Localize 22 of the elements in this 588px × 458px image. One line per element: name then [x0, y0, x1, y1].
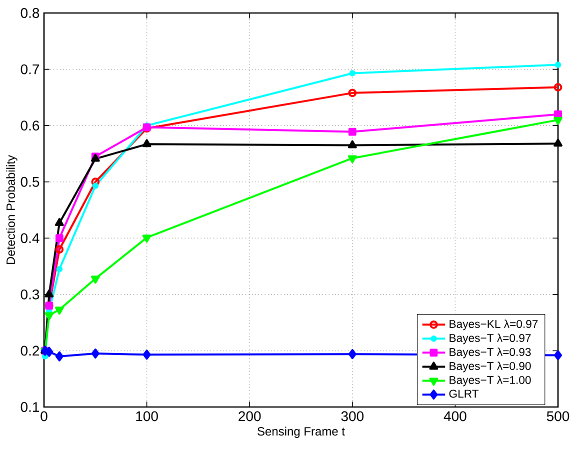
legend-label: GLRT [449, 390, 479, 398]
y-tick-label: 0.4 [20, 233, 40, 244]
x-tick-label: 500 [546, 411, 570, 422]
y-tick-label: 0.6 [20, 120, 40, 131]
legend-label: Bayes−T λ=0.93 [450, 348, 531, 358]
y-axis-title: Detection Probability [6, 155, 18, 264]
x-tick-label: 0 [40, 411, 48, 422]
y-tick-label: 0.5 [20, 176, 40, 187]
x-tick-label: 200 [238, 411, 261, 422]
y-tick-label: 0.3 [20, 289, 40, 300]
y-tick-label: 0.2 [20, 346, 40, 356]
legend-label: Bayes−T λ=0.90 [450, 362, 531, 372]
x-tick-label: 300 [341, 411, 364, 422]
x-tick-label: 100 [136, 411, 158, 422]
y-tick-label: 0.8 [20, 8, 40, 18]
legend-label: Bayes−T λ=1.00 [450, 376, 531, 386]
x-tick-label: 400 [444, 411, 466, 422]
y-tick-label: 0.7 [20, 64, 40, 74]
legend-label: Bayes−KL λ=0.97 [450, 320, 538, 330]
x-axis-title: Sensing Frame t [258, 426, 345, 438]
y-tick-label: 0.1 [20, 402, 40, 412]
legend-label: Bayes−T λ=0.97 [450, 334, 531, 344]
